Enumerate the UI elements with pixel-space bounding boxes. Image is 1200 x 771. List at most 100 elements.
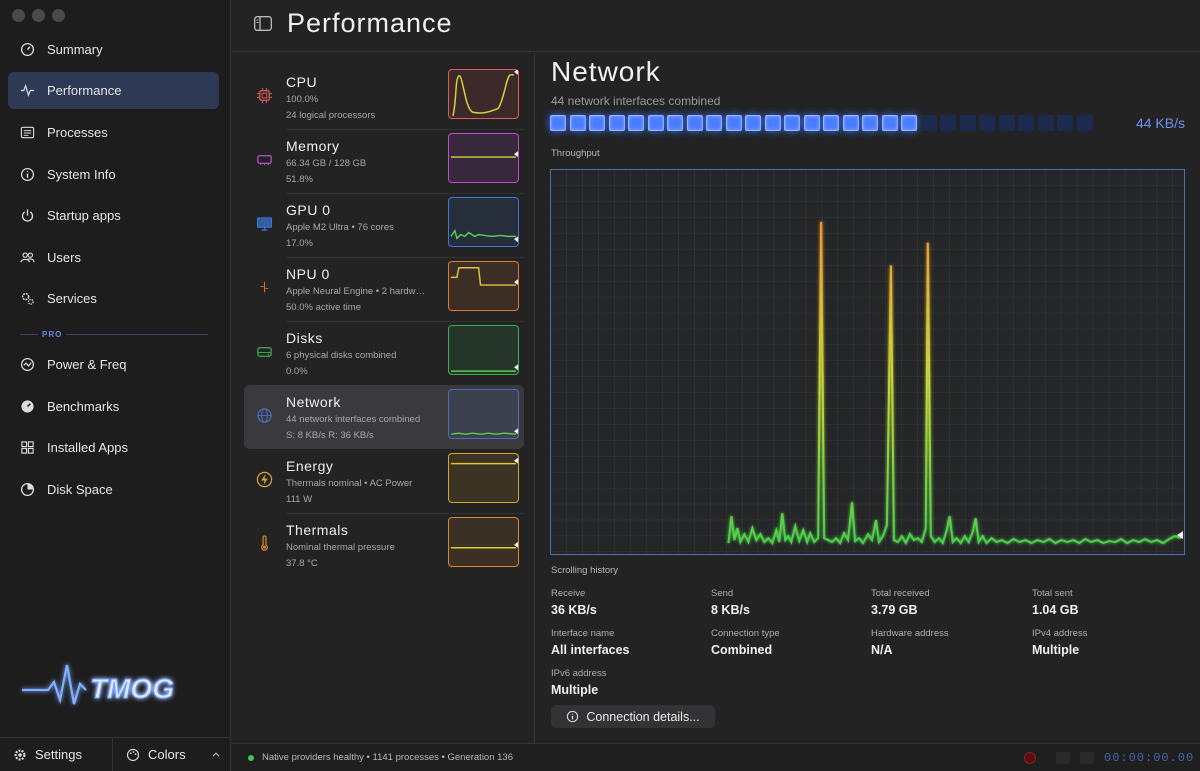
meter-segment <box>862 115 878 131</box>
sidebar-item-performance[interactable]: Performance <box>8 72 219 109</box>
sidebar-item-label: Summary <box>47 42 103 57</box>
perf-item-detail: 24 logical processors <box>286 110 376 121</box>
sidebar-item-benchmarks[interactable]: Benchmarks <box>8 388 219 425</box>
perf-item-cpu[interactable]: CPU 100.0% 24 logical processors <box>244 65 524 129</box>
record-button[interactable] <box>1024 752 1036 764</box>
sidebar-bottom-bar: Settings Colors <box>0 737 231 771</box>
perf-item-thermals[interactable]: Thermals Nominal thermal pressure 37.8 °C <box>244 513 524 577</box>
sidebar-item-summary[interactable]: Summary <box>8 31 219 68</box>
meter-segment <box>608 115 625 131</box>
meter-segment <box>940 115 956 131</box>
perf-item-disks[interactable]: Disks 6 physical disks combined 0.0% <box>244 321 524 385</box>
perf-item-sparkline <box>448 133 519 183</box>
zoom-window-button[interactable] <box>52 9 65 22</box>
lightning-icon <box>256 471 273 488</box>
performance-list: CPU 100.0% 24 logical processors Memory 66.3… <box>232 53 535 743</box>
chevron-up-icon <box>212 751 220 757</box>
perf-item-sparkline <box>448 389 519 439</box>
perf-item-detail: S: 8 KB/s R: 36 KB/s <box>286 430 374 441</box>
perf-item-title: Disks <box>286 330 323 346</box>
sidebar-item-system-info[interactable]: System Info <box>8 156 219 193</box>
perf-item-sparkline <box>448 197 519 247</box>
meter-segment <box>1057 115 1073 131</box>
colors-button[interactable]: Colors <box>113 738 231 771</box>
perf-item-network[interactable]: Network 44 network interfaces combined S: … <box>244 385 524 449</box>
perf-item-title: Network <box>286 394 341 410</box>
graph-grid <box>551 170 1184 554</box>
brain-icon <box>260 281 269 293</box>
detail-pane: Network 44 network interfaces combined 4… <box>536 53 1200 743</box>
connection-details-button[interactable]: Connection details... <box>551 705 715 728</box>
meter-segment <box>667 115 683 131</box>
meter-segment <box>901 115 917 131</box>
page-title: Performance <box>287 8 453 38</box>
palette-icon <box>126 748 140 761</box>
meter-segment <box>686 115 703 131</box>
perf-item-detail: Apple M2 Ultra • 76 cores <box>286 222 394 233</box>
list-separator <box>286 129 524 130</box>
minimize-window-button[interactable] <box>32 9 45 22</box>
meter-segment <box>706 115 722 131</box>
meter-segment <box>745 115 761 131</box>
sidebar-item-label: Power & Freq <box>47 357 127 372</box>
perf-item-detail: 111 W <box>286 494 313 505</box>
throughput-meter <box>550 115 1095 132</box>
meter-segment <box>764 115 781 131</box>
perf-item-detail: 0.0% <box>286 366 308 377</box>
perf-item-detail: 44 network interfaces combined <box>286 414 421 425</box>
pro-divider <box>20 334 208 335</box>
sidebar-item-label: Users <box>47 250 81 265</box>
sidebar-item-power-freq[interactable]: Power & Freq <box>8 346 219 383</box>
sidebar-item-services[interactable]: Services <box>8 280 219 317</box>
perf-item-detail: 51.8% <box>286 174 313 185</box>
settings-button[interactable]: Settings <box>0 737 113 771</box>
perf-item-gpu-0[interactable]: GPU 0 Apple M2 Ultra • 76 cores 17.0% <box>244 193 524 257</box>
rewind-button[interactable] <box>1056 752 1070 764</box>
perf-item-energy[interactable]: Energy Thermals nominal • AC Power 111 W <box>244 449 524 513</box>
stat-interface-name: Interface name All interfaces <box>551 628 630 657</box>
perf-item-title: GPU 0 <box>286 202 331 218</box>
perf-item-title: Thermals <box>286 522 349 538</box>
meter-segment <box>550 115 566 131</box>
sidebar: Summary Performance Processes System Inf… <box>0 0 231 771</box>
perf-item-npu-0[interactable]: NPU 0 Apple Neural Engine • 2 hardw… 50.0%… <box>244 257 524 321</box>
sidebar-item-processes[interactable]: Processes <box>8 114 219 151</box>
perf-item-detail: Nominal thermal pressure <box>286 542 395 553</box>
list-separator <box>286 513 524 514</box>
perf-item-sparkline <box>448 453 519 503</box>
perf-item-detail: 17.0% <box>286 238 313 249</box>
header: Performance <box>232 0 1200 52</box>
sidebar-item-users[interactable]: Users <box>8 239 219 276</box>
disk-icon <box>257 347 272 357</box>
stat-connection-type: Connection type Combined <box>711 628 780 657</box>
gauge-icon <box>20 42 35 57</box>
sidebar-item-startup-apps[interactable]: Startup apps <box>8 197 219 234</box>
meter-segment <box>803 115 820 131</box>
stat-total-sent: Total sent 1.04 GB <box>1032 588 1079 617</box>
perf-item-sparkline <box>448 69 519 119</box>
close-window-button[interactable] <box>12 9 25 22</box>
status-bar: Native providers healthy • 1141 processe… <box>232 743 1200 771</box>
sidebar-item-disk-space[interactable]: Disk Space <box>8 471 219 508</box>
graph-end-marker <box>1177 531 1184 540</box>
perf-item-memory[interactable]: Memory 66.34 GB / 128 GB 51.8% <box>244 129 524 193</box>
pro-label: PRO <box>38 330 67 339</box>
perf-item-detail: 6 physical disks combined <box>286 350 397 361</box>
detail-title: Network <box>551 56 661 87</box>
list-separator <box>286 193 524 194</box>
throughput-line <box>727 221 1182 546</box>
sidebar-toggle-icon[interactable] <box>254 16 272 31</box>
health-status-dot <box>248 755 254 761</box>
stat-hardware-address: Hardware address N/A <box>871 628 949 657</box>
meter-segment <box>979 115 995 131</box>
list-icon <box>20 126 35 139</box>
cpu-icon <box>256 87 273 104</box>
stat-send: Send 8 KB/s <box>711 588 750 617</box>
meter-segment <box>823 115 839 131</box>
list-separator <box>286 257 524 258</box>
speedometer-icon <box>21 400 34 413</box>
play-button[interactable] <box>1080 752 1094 764</box>
sidebar-item-installed-apps[interactable]: Installed Apps <box>8 429 219 466</box>
perf-item-detail: Apple Neural Engine • 2 hardw… <box>286 286 426 297</box>
